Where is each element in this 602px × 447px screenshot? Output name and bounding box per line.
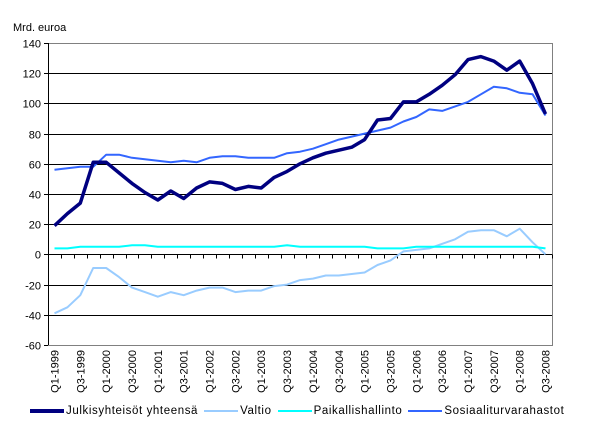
legend-item-julkisyhteisot: Julkisyhteisöt yhteensä <box>30 405 198 417</box>
legend: Julkisyhteisöt yhteensä Valtio Paikallis… <box>30 405 570 417</box>
x-tick-label: Q1-2005 <box>360 350 372 393</box>
legend-label: Paikallishallinto <box>313 405 403 417</box>
legend-swatch <box>204 410 239 412</box>
y-tick-label: 0 <box>35 250 41 262</box>
y-axis: -60 -40 -20 0 20 40 60 80 100 120 140 <box>23 39 49 353</box>
y-tick-label: 140 <box>23 39 41 51</box>
legend-item-valtio: Valtio <box>204 405 272 417</box>
x-tick-label: Q3-1999 <box>75 350 87 393</box>
x-tick-label: Q1-2001 <box>153 350 165 393</box>
x-tick-label: Q3-2006 <box>437 350 449 393</box>
line-chart: Mrd. euroa -60 -40 -20 0 20 40 60 80 100 120 140 Q… <box>13 22 553 393</box>
legend-item-sosiaaliturvarahastot: Sosiaaliturvarahastot <box>408 405 564 417</box>
legend-swatch <box>277 410 312 412</box>
x-tick-label: Q1-2000 <box>101 350 113 393</box>
legend-label: Sosiaaliturvarahastot <box>444 405 565 417</box>
x-tick-label: Q1-2004 <box>308 350 320 393</box>
y-tick-label: 100 <box>23 99 41 111</box>
y-tick-label: 60 <box>29 160 41 172</box>
y-axis-title: Mrd. euroa <box>13 22 67 34</box>
x-tick-label: Q1-2003 <box>256 350 268 393</box>
x-tick-label: Q1-1999 <box>49 350 61 393</box>
y-tick-label: -40 <box>25 311 41 323</box>
x-tick-label: Q1-2002 <box>205 350 217 393</box>
x-tick-label: Q3-2005 <box>385 350 397 393</box>
x-tick-label: Q1-2007 <box>463 350 475 393</box>
series-lines <box>53 54 548 315</box>
y-tick-label: -60 <box>25 341 41 353</box>
series-line-2 <box>54 227 547 315</box>
y-tick-label: 20 <box>29 220 41 232</box>
legend-label: Valtio <box>240 405 272 417</box>
legend-item-paikallishallinto: Paikallishallinto <box>277 405 403 417</box>
series-line-1 <box>53 54 548 227</box>
x-tick-label: Q3-2003 <box>282 350 294 393</box>
legend-swatch <box>30 409 64 413</box>
series-line-4 <box>54 85 547 171</box>
x-tick-label: Q3-2000 <box>127 350 139 393</box>
y-tick-label: 120 <box>23 69 41 81</box>
x-tick-label: Q3-2002 <box>230 350 242 393</box>
x-tick-label: Q1-2006 <box>411 350 423 393</box>
x-tick-label: Q1-2008 <box>515 350 527 393</box>
x-tick-label: Q3-2004 <box>334 350 346 393</box>
x-tick-label: Q3-2001 <box>179 350 191 393</box>
y-tick-label: 40 <box>29 190 41 202</box>
gridlines <box>48 43 553 346</box>
x-axis: Q1-1999 Q3-1999 Q1-2000 Q3-2000 Q1-2001 Q3-20… <box>48 254 553 393</box>
y-tick-label: 80 <box>29 130 41 142</box>
x-tick-label: Q3-2007 <box>489 350 501 393</box>
legend-swatch <box>408 410 443 412</box>
series-line-3 <box>54 244 546 250</box>
x-tick-label: Q3-2008 <box>541 350 553 393</box>
legend-label: Julkisyhteisöt yhteensä <box>66 405 199 417</box>
y-tick-label: -20 <box>25 281 41 293</box>
